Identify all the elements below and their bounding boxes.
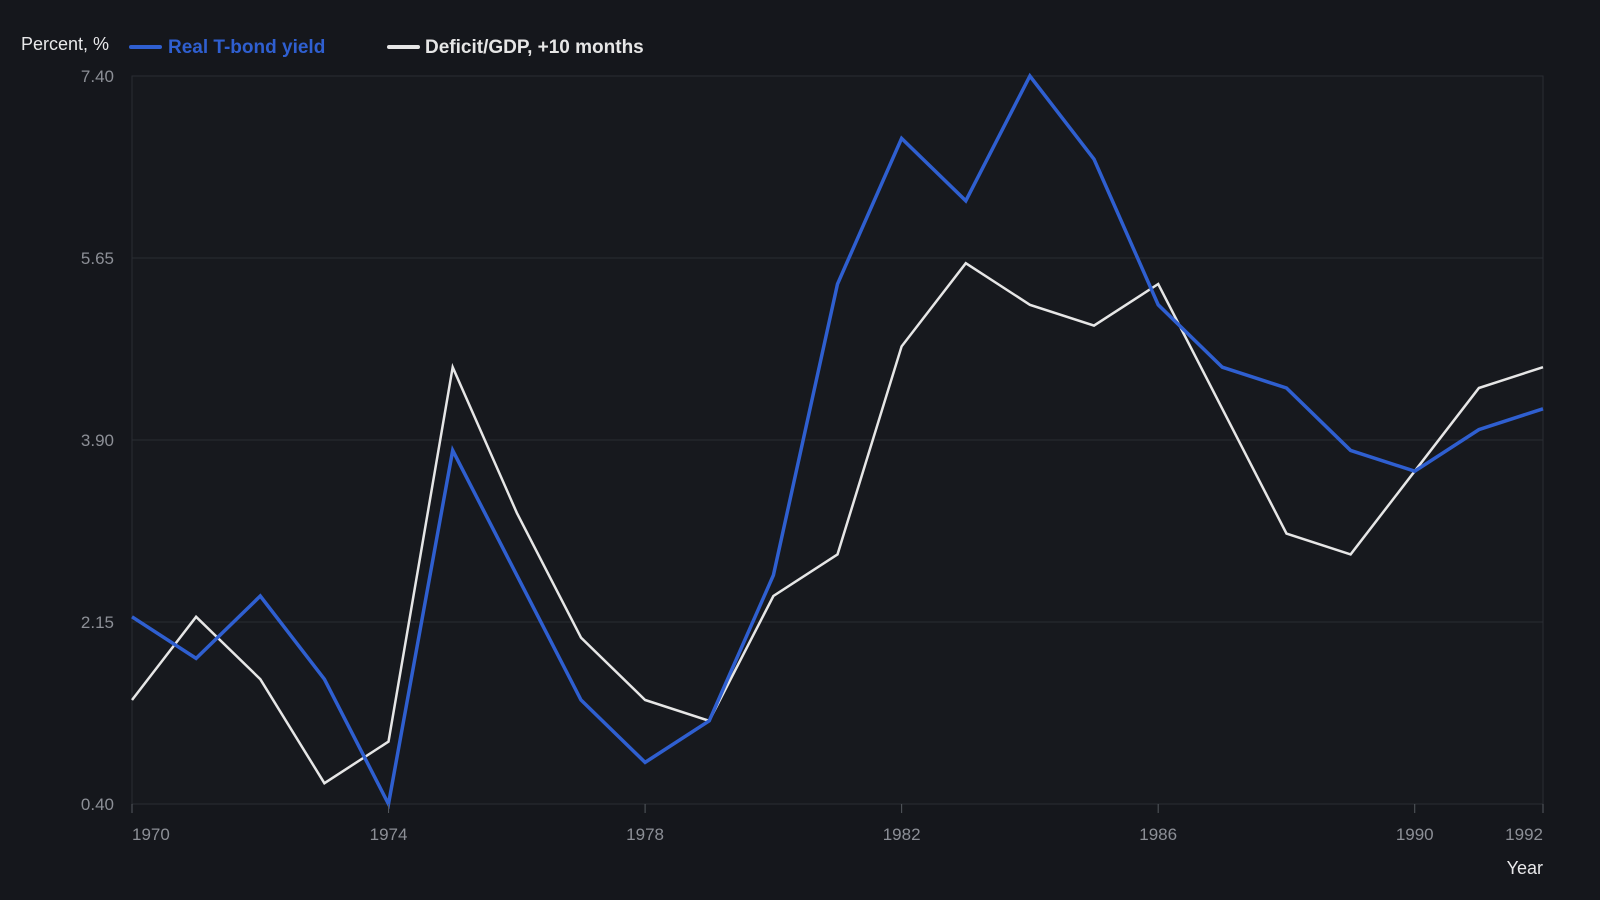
- y-tick-label: 3.90: [81, 431, 114, 450]
- series-line-deficit-gdp[interactable]: [131, 261, 1544, 785]
- legend-label-deficit: Deficit/GDP, +10 months: [425, 37, 644, 58]
- x-tick-label: 1978: [626, 825, 664, 844]
- gridlines: [132, 75, 1543, 805]
- y-tick-label: 0.40: [81, 795, 114, 814]
- x-tick-label: 1970: [132, 825, 170, 844]
- y-tick-label: 5.65: [81, 249, 114, 268]
- x-tick-label: 1974: [370, 825, 408, 844]
- x-tick-label: 1992: [1505, 825, 1543, 844]
- y-tick-label: 2.15: [81, 613, 114, 632]
- series-layer: [131, 72, 1544, 810]
- legend-label-real-tbond: Real T-bond yield: [168, 37, 325, 58]
- series-line-real-tbond-yield[interactable]: [131, 72, 1544, 810]
- x-tick-label: 1986: [1139, 825, 1177, 844]
- axis-ticks: 0.40 2.15 3.90 5.65 7.40 1970 1974 1978 1982 1986…: [81, 67, 1544, 844]
- x-tick-label: 1982: [883, 825, 921, 844]
- x-tick-label: 1990: [1396, 825, 1434, 844]
- y-tick-label: 7.40: [81, 67, 114, 86]
- legend[interactable]: Real T-bond yield Deficit/GDP, +10 month…: [129, 37, 644, 58]
- x-axis-label: Year: [1507, 858, 1543, 878]
- y-axis-label: Percent, %: [21, 34, 109, 54]
